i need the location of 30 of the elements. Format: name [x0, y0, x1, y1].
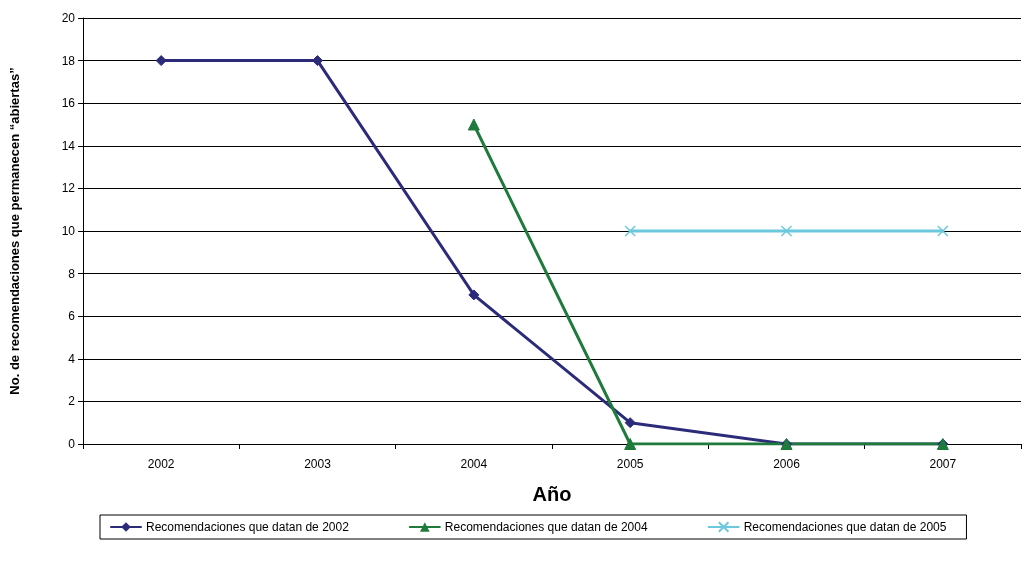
point [467, 118, 480, 131]
y-tick-label: 8 [68, 266, 76, 281]
y-axis-title: No. de recomendaciones que permanecen “abiertas” [7, 67, 22, 395]
point [312, 55, 323, 67]
x-tick-label: 2007 [929, 457, 957, 471]
x-tick-label: 2006 [773, 457, 801, 471]
y-tick-label: 12 [61, 181, 76, 196]
x-axis-title: Año [532, 483, 572, 505]
point [624, 225, 636, 237]
y-tick-label: 18 [61, 53, 76, 68]
legend-label: Recomendaciones que datan de 2002 [146, 520, 350, 534]
y-tick-label: 6 [68, 309, 76, 324]
y-tick-label: 10 [61, 224, 76, 238]
legend-label: Recomendaciones que datan de 2004 [444, 520, 648, 534]
y-tick-label: 14 [61, 138, 76, 153]
y-tick-label: 16 [61, 96, 76, 111]
point [937, 225, 949, 237]
point [624, 438, 637, 450]
point [468, 289, 480, 301]
x-tick-label: 2004 [460, 457, 488, 471]
x-tick-label: 2002 [147, 457, 175, 471]
y-tick-label: 2 [68, 394, 76, 409]
x-tick-label: 2003 [304, 457, 332, 471]
point [624, 417, 636, 429]
point [780, 225, 793, 237]
x-tick-label: 2005 [616, 457, 644, 471]
y-tick-label: 4 [68, 351, 76, 366]
legend-label: Recomendaciones que datan de 2005 [743, 520, 947, 534]
y-tick-label: 0 [68, 437, 76, 451]
y-tick-label: 20 [61, 11, 76, 25]
